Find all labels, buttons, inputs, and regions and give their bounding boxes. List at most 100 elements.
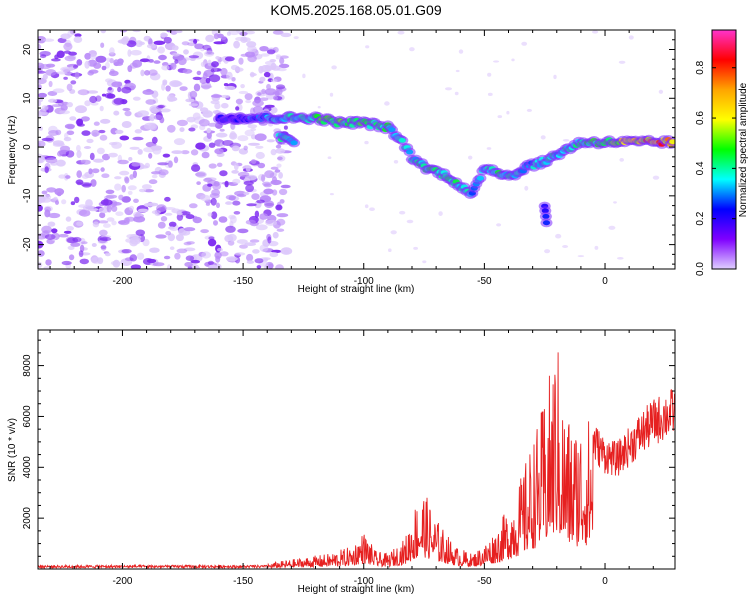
- noise-blob: [128, 205, 134, 211]
- noise-blob: [111, 205, 118, 212]
- noise-blob: [263, 188, 274, 195]
- noise-blob: [132, 136, 144, 141]
- noise-blob: [218, 216, 228, 223]
- noise-blob: [42, 73, 48, 80]
- noise-blob: [58, 174, 66, 179]
- noise-blob: [63, 50, 71, 54]
- noise-blob: [160, 32, 168, 38]
- noise-blob: [38, 43, 42, 51]
- noise-blob: [259, 46, 269, 52]
- noise-blob: [104, 62, 110, 69]
- noise-blob: [167, 233, 175, 242]
- noise-blob: [226, 256, 238, 262]
- noise-blob: [264, 65, 276, 71]
- noise-blob: [70, 242, 81, 247]
- noise-blob: [127, 49, 132, 57]
- noise-blob: [65, 150, 75, 158]
- noise-blob: [45, 157, 58, 164]
- noise-blob: [41, 137, 54, 142]
- noise-blob: [148, 179, 158, 185]
- noise-blob: [38, 100, 42, 107]
- spectrogram-x-label: Height of straight line (km): [298, 284, 415, 295]
- noise-blob: [245, 219, 256, 225]
- noise-blob: [114, 129, 124, 134]
- noise-blob: [108, 152, 118, 158]
- noise-blob: [275, 148, 286, 154]
- y-tick-label: 2000: [22, 507, 33, 530]
- noise-blob: [272, 30, 284, 35]
- noise-blob: [117, 86, 122, 93]
- x-tick-label: -200: [112, 576, 132, 587]
- noise-blob: [180, 211, 191, 216]
- noise-blob: [255, 224, 268, 231]
- noise-blob: [497, 115, 503, 119]
- noise-blob: [141, 184, 152, 190]
- noise-blob: [95, 55, 107, 63]
- noise-blob: [302, 73, 306, 79]
- noise-blob: [406, 219, 414, 224]
- noise-blob: [243, 145, 248, 151]
- noise-blob: [219, 251, 229, 257]
- noise-blob: [278, 172, 283, 179]
- noise-blob: [171, 81, 183, 87]
- noise-blob: [204, 50, 215, 57]
- noise-blob: [220, 67, 228, 76]
- noise-blob: [240, 84, 245, 89]
- noise-blob: [173, 156, 179, 164]
- noise-blob: [109, 58, 114, 64]
- noise-blob: [101, 65, 107, 71]
- noise-blob: [293, 36, 299, 40]
- noise-blob: [135, 229, 145, 236]
- noise-blob: [628, 35, 634, 40]
- noise-blob: [76, 221, 83, 226]
- noise-blob: [524, 185, 529, 191]
- noise-blob: [238, 90, 249, 95]
- noise-blob: [106, 57, 111, 63]
- noise-blob: [110, 261, 119, 266]
- noise-blob: [179, 86, 188, 91]
- noise-blob: [211, 61, 219, 68]
- x-tick-label: -50: [477, 576, 492, 587]
- noise-blob: [67, 245, 75, 250]
- noise-blob: [46, 187, 57, 193]
- noise-blob: [280, 32, 292, 38]
- noise-blob: [151, 210, 161, 215]
- noise-blob: [254, 133, 267, 141]
- noise-blob: [56, 142, 65, 147]
- noise-blob: [214, 148, 224, 155]
- noise-blob: [201, 251, 212, 259]
- colorbar-tick-label: 0.6: [695, 111, 706, 125]
- ridge-core: [669, 139, 675, 145]
- noise-blob: [103, 223, 111, 228]
- noise-blob: [48, 98, 58, 103]
- noise-blob: [270, 148, 277, 156]
- noise-blob: [193, 83, 201, 92]
- noise-blob: [93, 62, 102, 69]
- noise-blob: [384, 101, 390, 106]
- y-tick-label: -20: [22, 237, 33, 252]
- noise-blob: [78, 250, 84, 258]
- noise-blob: [259, 97, 269, 101]
- noise-blob: [63, 132, 69, 139]
- noise-blob: [555, 233, 562, 239]
- noise-blob: [269, 59, 277, 63]
- noise-blob: [177, 211, 183, 216]
- noise-blob: [200, 81, 212, 90]
- noise-blob: [183, 49, 189, 55]
- noise-blob: [277, 67, 287, 72]
- noise-blob: [244, 129, 255, 137]
- noise-blob: [66, 83, 73, 92]
- noise-blob: [61, 260, 72, 266]
- noise-blob: [45, 63, 56, 68]
- noise-blob: [562, 139, 570, 142]
- noise-blob: [553, 74, 557, 80]
- noise-blob: [74, 71, 80, 79]
- noise-blob: [143, 189, 154, 193]
- noise-blob: [120, 37, 129, 45]
- noise-blob: [139, 58, 150, 63]
- noise-blob: [264, 104, 275, 108]
- noise-blob: [57, 151, 63, 157]
- noise-blob: [124, 110, 132, 117]
- noise-blob: [185, 255, 195, 261]
